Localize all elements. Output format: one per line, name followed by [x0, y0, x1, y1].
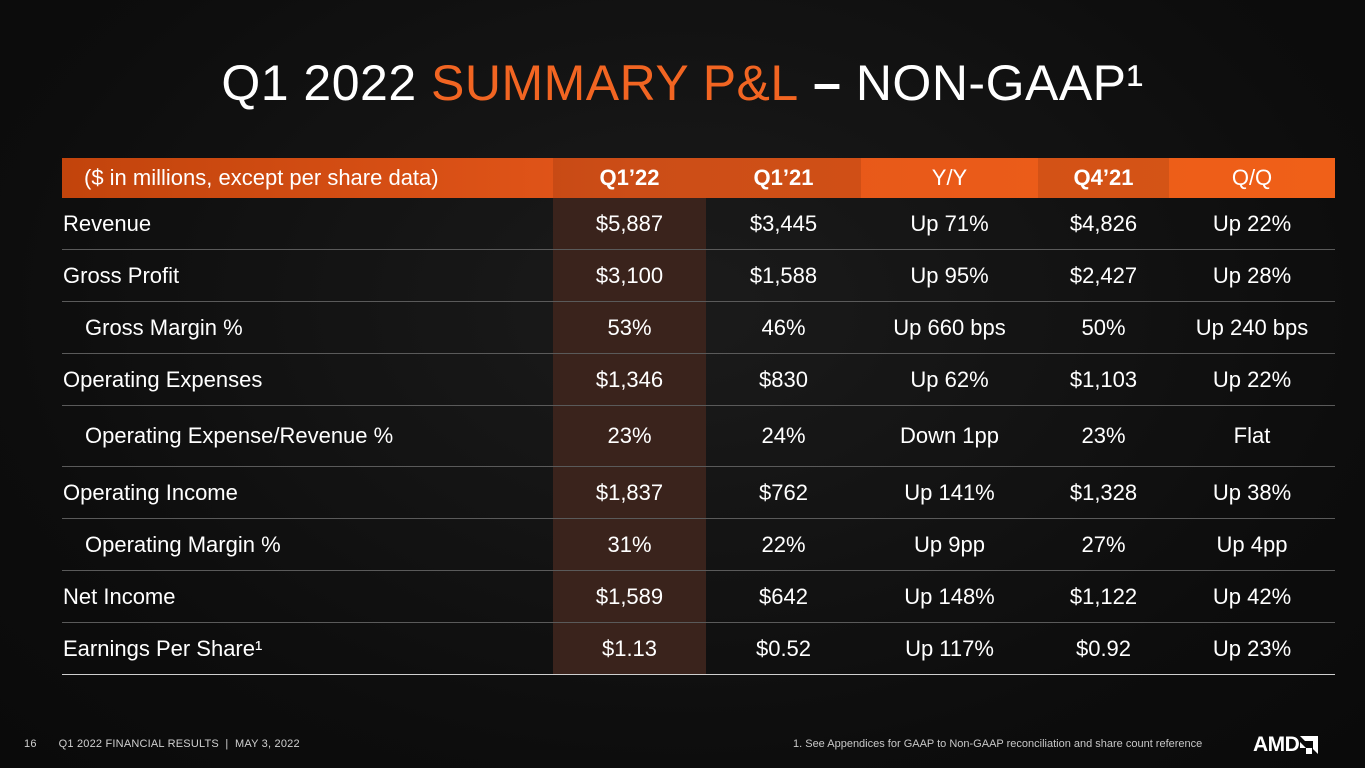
- cell-yy: Up 71%: [861, 198, 1038, 250]
- cell-yy: Up 660 bps: [861, 301, 1038, 354]
- cell-q1-22: $1,589: [553, 570, 706, 623]
- cell-q1-21: $830: [706, 353, 861, 406]
- title-accent: SUMMARY P&L: [431, 55, 799, 111]
- amd-logo: AMD: [1253, 733, 1319, 756]
- footer-info: 16 Q1 2022 FINANCIAL RESULTS | MAY 3, 202…: [24, 738, 300, 750]
- cell-q1-22: 53%: [553, 301, 706, 354]
- header-q1-22: Q1’22: [553, 158, 706, 198]
- header-q4-21: Q4’21: [1038, 158, 1169, 198]
- cell-yy: Up 62%: [861, 353, 1038, 406]
- cell-q1-21: $3,445: [706, 198, 861, 250]
- header-q1-21: Q1’21: [706, 158, 861, 198]
- row-label: Gross Margin %: [62, 301, 553, 354]
- cell-qq: Up 28%: [1169, 249, 1335, 302]
- cell-yy: Up 95%: [861, 249, 1038, 302]
- table-row: Net Income $1,589 $642 Up 148% $1,122 Up…: [62, 570, 1335, 623]
- table-header-row: ($ in millions, except per share data) Q…: [62, 158, 1335, 198]
- table-row: Operating Income $1,837 $762 Up 141% $1,…: [62, 466, 1335, 519]
- cell-q1-21: 24%: [706, 405, 861, 467]
- cell-q4-21: $0.92: [1038, 622, 1169, 675]
- page-number: 16: [24, 738, 37, 750]
- cell-q1-21: $0.52: [706, 622, 861, 675]
- cell-q1-21: 22%: [706, 518, 861, 571]
- header-yy: Y/Y: [931, 165, 968, 190]
- cell-yy: Up 117%: [861, 622, 1038, 675]
- row-label: Revenue: [62, 198, 553, 250]
- cell-yy: Up 148%: [861, 570, 1038, 623]
- page-title: Q1 2022 SUMMARY P&L – NON-GAAP¹: [0, 54, 1365, 112]
- row-label: Net Income: [62, 570, 553, 623]
- cell-q4-21: $2,427: [1038, 249, 1169, 302]
- cell-qq: Up 22%: [1169, 198, 1335, 250]
- cell-q1-21: $642: [706, 570, 861, 623]
- cell-yy: Down 1pp: [861, 405, 1038, 467]
- table-row: Operating Margin % 31% 22% Up 9pp 27% Up…: [62, 518, 1335, 571]
- pl-table: ($ in millions, except per share data) Q…: [62, 158, 1335, 675]
- cell-q4-21: $1,122: [1038, 570, 1169, 623]
- cell-qq: Up 23%: [1169, 622, 1335, 675]
- cell-qq: Up 22%: [1169, 353, 1335, 406]
- doc-info: Q1 2022 FINANCIAL RESULTS | MAY 3, 2022: [58, 738, 300, 750]
- logo-text: AMD: [1253, 733, 1300, 756]
- row-label: Operating Expense/Revenue %: [62, 405, 553, 467]
- cell-qq: Flat: [1169, 405, 1335, 467]
- cell-q4-21: 27%: [1038, 518, 1169, 571]
- header-label: ($ in millions, except per share data): [84, 165, 439, 190]
- footnote: 1. See Appendices for GAAP to Non-GAAP r…: [793, 738, 1203, 750]
- table-row: Gross Margin % 53% 46% Up 660 bps 50% Up…: [62, 301, 1335, 354]
- table-row: Revenue $5,887 $3,445 Up 71% $4,826 Up 2…: [62, 198, 1335, 250]
- header-qq: Q/Q: [1231, 165, 1273, 190]
- cell-yy: Up 141%: [861, 466, 1038, 519]
- cell-q1-21: 46%: [706, 301, 861, 354]
- table-row: Operating Expenses $1,346 $830 Up 62% $1…: [62, 353, 1335, 406]
- cell-q1-22: $1,346: [553, 353, 706, 406]
- title-part-year: Q1 2022: [221, 55, 432, 111]
- table-row: Earnings Per Share¹ $1.13 $0.52 Up 117% …: [62, 622, 1335, 675]
- cell-q1-22: $1,837: [553, 466, 706, 519]
- row-label: Operating Expenses: [62, 353, 553, 406]
- cell-qq: Up 42%: [1169, 570, 1335, 623]
- title-part-nongaap: NON-GAAP¹: [855, 55, 1144, 111]
- cell-q4-21: $1,103: [1038, 353, 1169, 406]
- cell-qq: Up 240 bps: [1169, 301, 1335, 354]
- title-dash: –: [798, 55, 856, 111]
- cell-q1-22: $5,887: [553, 198, 706, 250]
- cell-q1-22: 31%: [553, 518, 706, 571]
- row-label: Earnings Per Share¹: [62, 622, 553, 675]
- cell-q4-21: $1,328: [1038, 466, 1169, 519]
- row-label: Operating Margin %: [62, 518, 553, 571]
- cell-q1-21: $762: [706, 466, 861, 519]
- cell-qq: Up 38%: [1169, 466, 1335, 519]
- row-label: Gross Profit: [62, 249, 553, 302]
- table-row: Gross Profit $3,100 $1,588 Up 95% $2,427…: [62, 249, 1335, 302]
- cell-q1-22: $1.13: [553, 622, 706, 675]
- row-label: Operating Income: [62, 466, 553, 519]
- cell-q4-21: $4,826: [1038, 198, 1169, 250]
- cell-q1-21: $1,588: [706, 249, 861, 302]
- cell-q1-22: $3,100: [553, 249, 706, 302]
- cell-q1-22: 23%: [553, 405, 706, 467]
- amd-arrow-icon: [1300, 736, 1319, 754]
- cell-yy: Up 9pp: [861, 518, 1038, 571]
- cell-qq: Up 4pp: [1169, 518, 1335, 571]
- pl-table-container: ($ in millions, except per share data) Q…: [62, 158, 1335, 675]
- cell-q4-21: 50%: [1038, 301, 1169, 354]
- cell-q4-21: 23%: [1038, 405, 1169, 467]
- table-row: Operating Expense/Revenue % 23% 24% Down…: [62, 405, 1335, 467]
